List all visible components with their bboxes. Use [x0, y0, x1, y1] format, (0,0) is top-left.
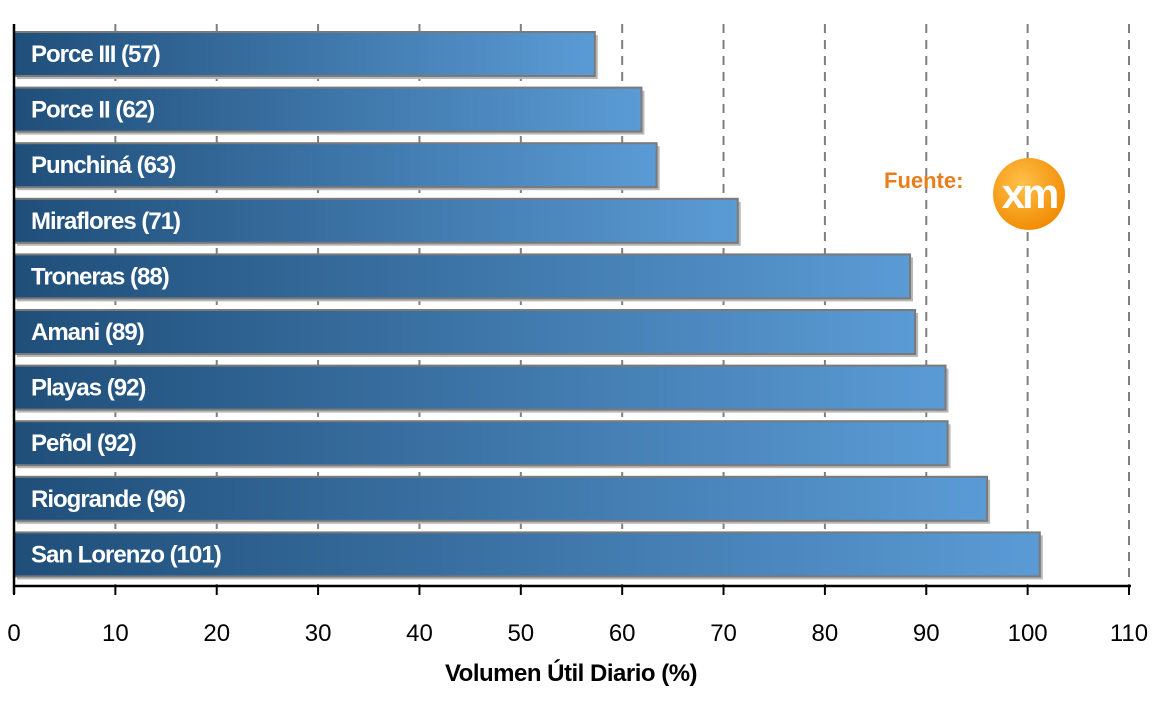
bar-label: Miraflores (71): [31, 208, 180, 235]
bar: [13, 420, 949, 467]
xm-logo-text: xm: [1002, 170, 1057, 217]
bar-label: Playas (92): [31, 375, 145, 402]
x-tick-label: 90: [913, 620, 940, 647]
x-tick-label: 40: [406, 620, 433, 647]
bar: [13, 86, 643, 133]
bar: [13, 197, 739, 244]
bar-label: Peñol (92): [31, 430, 136, 457]
x-axis: 0 10 20 30 40 50 60 70 80 90 100 110: [7, 24, 1148, 647]
source-attribution: Fuente: xm: [884, 158, 1065, 230]
bar: [13, 309, 917, 355]
x-tick-label: 0: [7, 620, 20, 647]
bar: [13, 531, 1041, 578]
bar-label: Punchiná (63): [31, 152, 175, 179]
bars: Porce III (57) Porce II (62) Punchiná (63)…: [13, 31, 1043, 580]
bar-label: Porce III (57): [31, 41, 160, 68]
bar-label: San Lorenzo (101): [31, 541, 221, 568]
x-tick-label: 100: [1008, 620, 1048, 647]
bar-label: Troneras (88): [31, 263, 169, 290]
source-label: Fuente:: [884, 168, 963, 193]
bar: [13, 142, 658, 189]
x-tick-label: 70: [710, 620, 737, 647]
x-tick-label: 30: [305, 620, 332, 647]
x-axis-title: Volumen Útil Diario (%): [445, 659, 697, 687]
bar-label: Riogrande (96): [31, 486, 185, 513]
bar: [13, 364, 947, 411]
xm-logo-icon: xm: [993, 158, 1065, 230]
x-tick-label: 10: [102, 620, 129, 647]
bar: [13, 253, 912, 300]
x-tick-label: 80: [812, 620, 839, 647]
x-tick-label: 20: [203, 620, 230, 647]
bar-label: Porce II (62): [31, 97, 154, 124]
bar-label: Amani (89): [31, 319, 144, 346]
x-tick-label: 50: [507, 620, 534, 647]
bar: [13, 475, 989, 522]
x-tick-label: 60: [609, 620, 636, 647]
x-tick-label: 110: [1110, 620, 1148, 647]
